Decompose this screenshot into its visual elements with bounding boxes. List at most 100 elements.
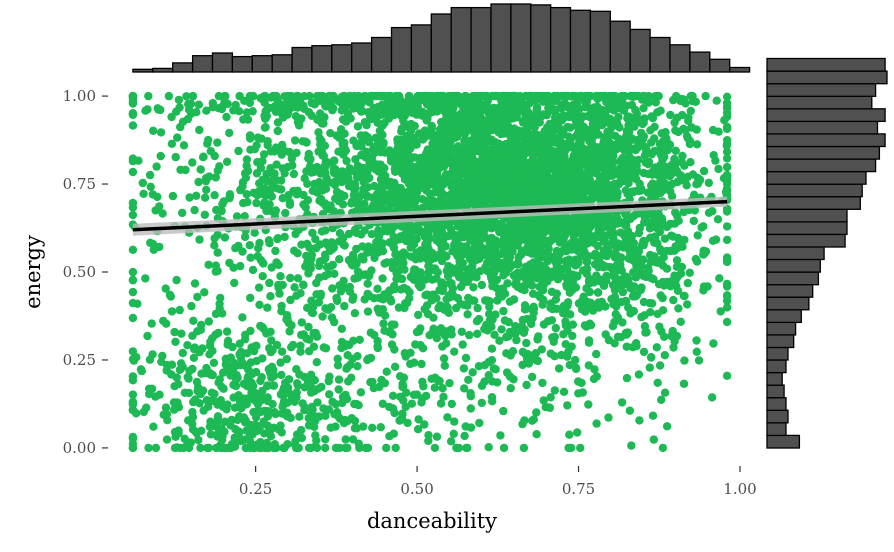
scatter-point [635, 179, 644, 188]
scatter-point [461, 353, 471, 363]
scatter-point [423, 128, 433, 137]
scatter-point [428, 169, 437, 179]
histogram-y-bar [766, 371, 783, 386]
scatter-point [722, 222, 732, 231]
scatter-point [240, 169, 250, 178]
scatter-point [410, 197, 420, 207]
scatter-point [421, 182, 430, 192]
scatter-point [593, 212, 602, 221]
scatter-point [418, 135, 428, 144]
scatter-point [401, 402, 410, 411]
scatter-point [376, 148, 385, 157]
scatter-point [341, 341, 350, 351]
scatter-point [197, 320, 206, 330]
scatter-point [466, 152, 475, 161]
scatter-point [292, 148, 301, 158]
scatter-point [367, 230, 377, 239]
scatter-point [564, 226, 573, 235]
scatter-point [421, 391, 431, 401]
scatter-point [128, 432, 138, 442]
scatter-point [350, 309, 360, 318]
scatter-point [374, 226, 383, 235]
scatter-point [128, 298, 138, 308]
scatter-point [609, 234, 618, 243]
scatter-point [218, 200, 227, 209]
scatter-point [246, 293, 255, 303]
scatter-point [365, 173, 374, 183]
scatter-point [456, 299, 465, 309]
scatter-point [303, 257, 312, 266]
scatter-point [328, 397, 337, 406]
scatter-point [200, 210, 209, 219]
scatter-point [519, 126, 529, 136]
scatter-point [655, 361, 665, 370]
scatter-point [238, 182, 247, 191]
scatter-point [649, 275, 658, 284]
scatter-point [335, 229, 345, 238]
histogram-x-bar [430, 13, 452, 73]
histogram-x-bar [729, 66, 751, 73]
scatter-point [632, 341, 641, 351]
scatter-point [554, 364, 564, 373]
scatter-point [253, 252, 262, 261]
scatter-point [474, 362, 484, 371]
scatter-point [426, 251, 435, 260]
histogram-y-bar [766, 83, 877, 97]
scatter-point [657, 327, 666, 336]
histogram-x-bar [211, 52, 234, 73]
scatter-point [499, 306, 508, 316]
scatter-point [518, 152, 527, 161]
scatter-point [679, 379, 689, 388]
scatter-point [582, 168, 592, 177]
scatter-point [353, 362, 362, 371]
scatter-point [606, 169, 615, 178]
scatter-point [653, 239, 662, 248]
scatter-point [338, 200, 348, 209]
scatter-point [206, 430, 216, 439]
scatter-point [662, 422, 672, 431]
scatter-point [560, 173, 569, 182]
scatter-point [430, 329, 440, 339]
scatter-point [272, 144, 281, 154]
scatter-point [353, 267, 363, 276]
scatter-point [565, 133, 574, 142]
scatter-point [349, 183, 358, 192]
histogram-y-bar [766, 271, 820, 286]
scatter-point [416, 341, 425, 350]
scatter-point [265, 278, 274, 288]
scatter-point [384, 204, 393, 213]
scatter-point [555, 123, 564, 133]
scatter-point [452, 443, 461, 453]
scatter-point [445, 278, 455, 288]
scatter-point [532, 148, 541, 158]
scatter-point [477, 381, 487, 390]
scatter-point [722, 92, 732, 102]
scatter-point [452, 242, 461, 251]
scatter-point [478, 146, 488, 155]
scatter-point [529, 233, 538, 242]
scatter-point [602, 240, 612, 249]
scatter-point [699, 166, 709, 176]
scatter-point [424, 268, 433, 278]
scatter-point [311, 235, 320, 244]
scatter-point [222, 405, 231, 414]
scatter-point [487, 137, 496, 146]
scatter-point [383, 288, 393, 297]
scatter-point [213, 138, 222, 147]
scatter-point [442, 339, 451, 348]
scatter-point [551, 323, 560, 333]
scatter-point [610, 285, 620, 295]
scatter-point [196, 389, 206, 399]
scatter-point [671, 146, 680, 155]
scatter-point [386, 295, 395, 304]
scatter-point [346, 360, 355, 369]
scatter-point [146, 182, 155, 191]
scatter-point [379, 319, 388, 328]
scatter-point [441, 170, 451, 179]
histogram-y-bar [766, 133, 886, 148]
scatter-point [411, 265, 420, 275]
scatter-point [317, 148, 327, 157]
scatter-point [321, 253, 330, 263]
scatter-point [597, 297, 606, 307]
scatter-point [309, 329, 318, 338]
